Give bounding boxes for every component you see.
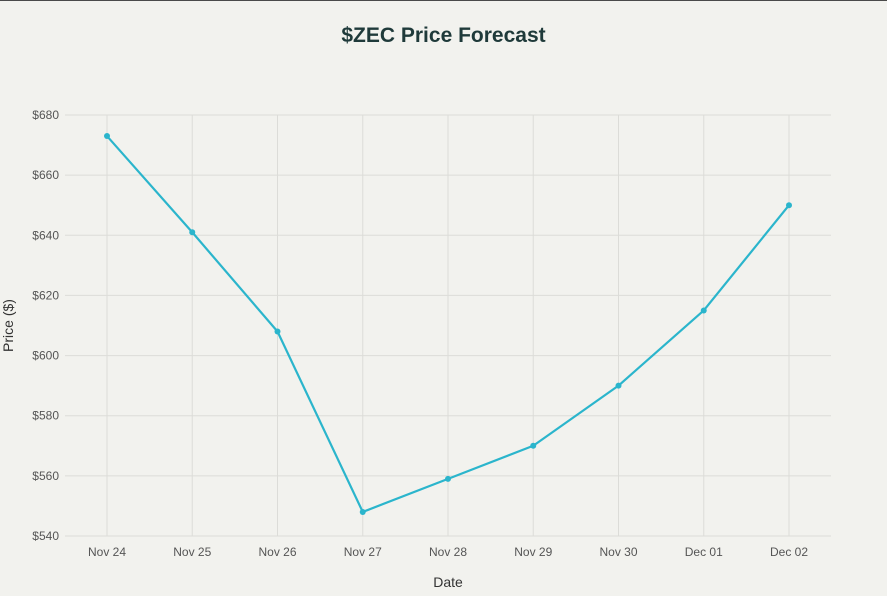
data-point — [445, 475, 451, 482]
data-point — [786, 202, 792, 209]
x-tick-label: Nov 26 — [258, 545, 296, 559]
chart-title: $ZEC Price Forecast — [341, 24, 546, 47]
x-tick-label: Nov 29 — [514, 545, 552, 559]
data-point — [189, 229, 196, 236]
data-point — [700, 307, 707, 314]
y-tick-label: $640 — [32, 228, 59, 242]
y-tick-label: $600 — [32, 349, 59, 363]
x-tick-label: Nov 24 — [88, 545, 126, 559]
x-tick-label: Dec 01 — [685, 545, 723, 559]
x-tick-label: Nov 28 — [429, 545, 467, 559]
data-point — [104, 133, 110, 140]
window-top-border — [0, 0, 887, 1]
x-tick-label: Nov 30 — [599, 545, 637, 559]
data-point — [274, 328, 281, 335]
data-point — [615, 382, 622, 389]
x-tick-label: Nov 25 — [173, 545, 211, 559]
y-tick-label: $580 — [32, 409, 59, 423]
y-tick-label: $620 — [32, 288, 59, 302]
x-tick-label: Dec 02 — [770, 545, 808, 559]
grid — [65, 114, 831, 537]
x-axis: Nov 24 Nov 25 Nov 26 Nov 27 Nov 28 Nov 29 Nov … — [88, 545, 808, 559]
x-tick-label: Nov 27 — [344, 545, 382, 559]
y-tick-label: $680 — [32, 108, 59, 122]
data-point — [530, 442, 537, 449]
y-tick-label: $560 — [32, 469, 59, 483]
y-tick-label: $540 — [32, 529, 59, 543]
y-axis: $540 $560 $580 $600 $620 $640 $660 $680 — [32, 108, 59, 543]
data-point — [359, 508, 366, 515]
y-axis-title: Price ($) — [0, 299, 16, 352]
series — [104, 133, 792, 515]
y-tick-label: $660 — [32, 168, 59, 182]
x-axis-title: Date — [433, 574, 463, 590]
